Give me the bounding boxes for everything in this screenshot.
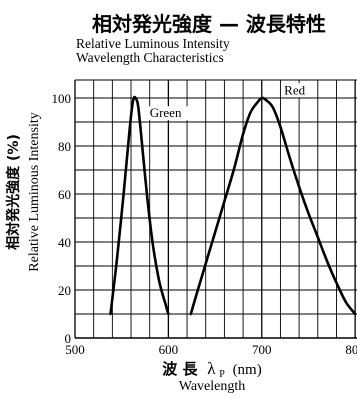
y-axis-label-jp: 相対発光強度 (%) [5, 134, 22, 250]
y-tick-label: 60 [58, 187, 71, 202]
x-tick-labels: 500 600 700 800 [65, 342, 357, 357]
x-axis-label-unit: (nm) [233, 362, 262, 378]
y-tick-label: 100 [52, 91, 72, 106]
x-tick-label: 500 [65, 342, 85, 357]
series-label-green: Green [150, 105, 182, 120]
series-line-green [109, 95, 170, 316]
chart-subtitle-line-1: Relative Luminous Intensity [76, 36, 230, 51]
series-labels: Green Red [147, 82, 308, 121]
y-tick-label: 20 [58, 283, 71, 298]
series-label-bg [147, 106, 188, 121]
series-label-red: Red [284, 82, 305, 97]
x-axis-label-symbol: λ [207, 359, 216, 378]
x-tick-label: 800 [345, 342, 357, 357]
x-tick-label: 700 [252, 342, 272, 357]
y-tick-labels: 0 20 40 60 80 100 [52, 91, 72, 346]
chart-title: 相対発光強度 — 波長特性 [92, 12, 326, 36]
x-axis-label-subscript: P [219, 369, 225, 380]
y-tick-label: 80 [58, 139, 71, 154]
y-axis-label-en: Relative Luminous Intensity [27, 112, 42, 271]
x-axis-label-en: Wavelength [179, 379, 246, 394]
x-tick-label: 600 [159, 342, 179, 357]
x-axis-label-jp: 波 長 [162, 360, 198, 378]
chart-subtitle-line-2: Wavelength Characteristics [76, 50, 224, 65]
y-tick-label: 40 [58, 235, 71, 250]
series-label-bg [282, 83, 308, 98]
series-line-red [189, 96, 357, 316]
y-tick-label: 0 [65, 331, 72, 346]
series-lines [109, 95, 357, 316]
grid [74, 79, 357, 339]
x-axis-label: 波 長 λ P (nm) [162, 359, 261, 381]
